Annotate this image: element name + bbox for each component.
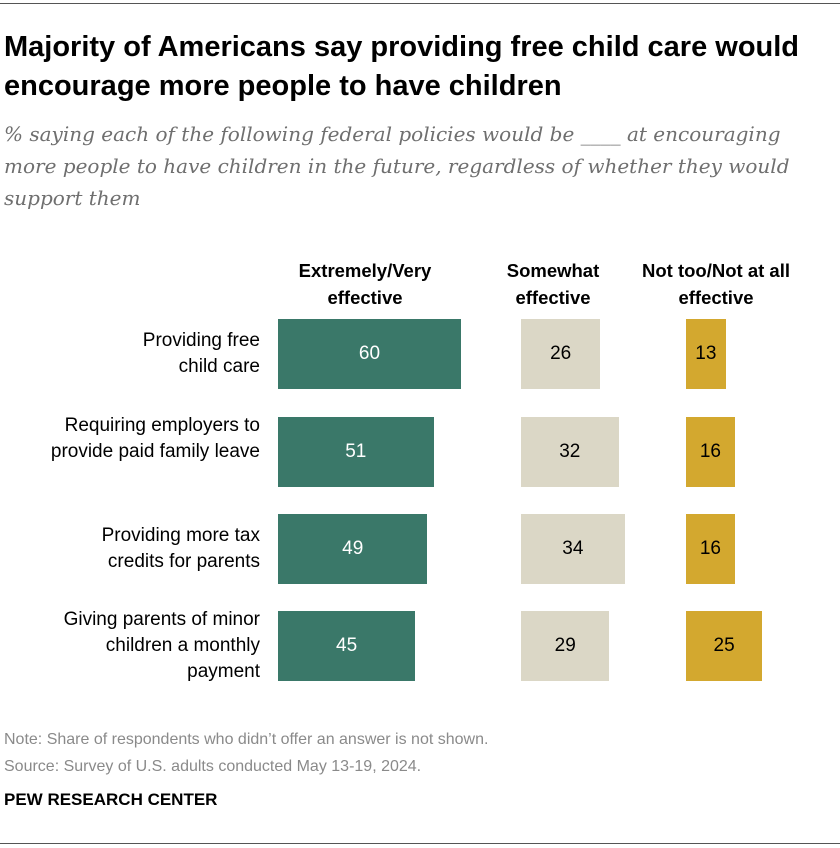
bar: 29	[521, 611, 610, 681]
data-label: 13	[695, 343, 717, 364]
bar: 25	[686, 611, 763, 681]
column-header: Not too/Not at all effective	[642, 260, 790, 308]
chart-subtitle: % saying each of the following federal p…	[4, 122, 790, 210]
data-label: 16	[699, 538, 721, 559]
bar: 51	[278, 417, 434, 487]
data-label: 45	[336, 635, 358, 656]
data-label: 29	[554, 635, 576, 656]
bar: 13	[686, 319, 726, 389]
bar: 34	[521, 514, 625, 584]
brand-logo-text: PEW RESEARCH CENTER	[4, 790, 218, 809]
data-label: 60	[358, 343, 381, 364]
footnotes: Note: Share of respondents who didn’t of…	[4, 726, 488, 780]
note-text: Note: Share of respondents who didn’t of…	[4, 731, 489, 748]
column-header: Extremely/Very effective	[298, 260, 432, 308]
category-label: Providing free child care	[142, 330, 260, 377]
bar: 32	[521, 417, 619, 487]
top-rule	[0, 3, 840, 4]
bottom-rule	[0, 843, 840, 844]
chart-title: Majority of Americans say providing free…	[4, 31, 800, 102]
data-label: 16	[699, 441, 721, 462]
category-label: Requiring employers to provide paid fami…	[50, 415, 260, 462]
bar: 16	[686, 417, 735, 487]
category-label: Giving parents of minor children a month…	[63, 609, 260, 682]
data-label: 26	[550, 343, 572, 364]
data-label: 25	[713, 635, 735, 656]
data-label: 32	[559, 441, 581, 462]
bar: 26	[521, 319, 601, 389]
category-label: Providing more tax credits for parents	[101, 525, 260, 572]
bar: 60	[278, 319, 461, 389]
column-header: Somewhat effective	[506, 260, 600, 308]
bar: 49	[278, 514, 428, 584]
source-text: Source: Survey of U.S. adults conducted …	[4, 758, 422, 775]
bar: 16	[686, 514, 735, 584]
data-label: 51	[345, 441, 367, 462]
data-label: 49	[342, 538, 364, 559]
bar: 45	[278, 611, 416, 681]
data-label: 34	[562, 538, 584, 559]
